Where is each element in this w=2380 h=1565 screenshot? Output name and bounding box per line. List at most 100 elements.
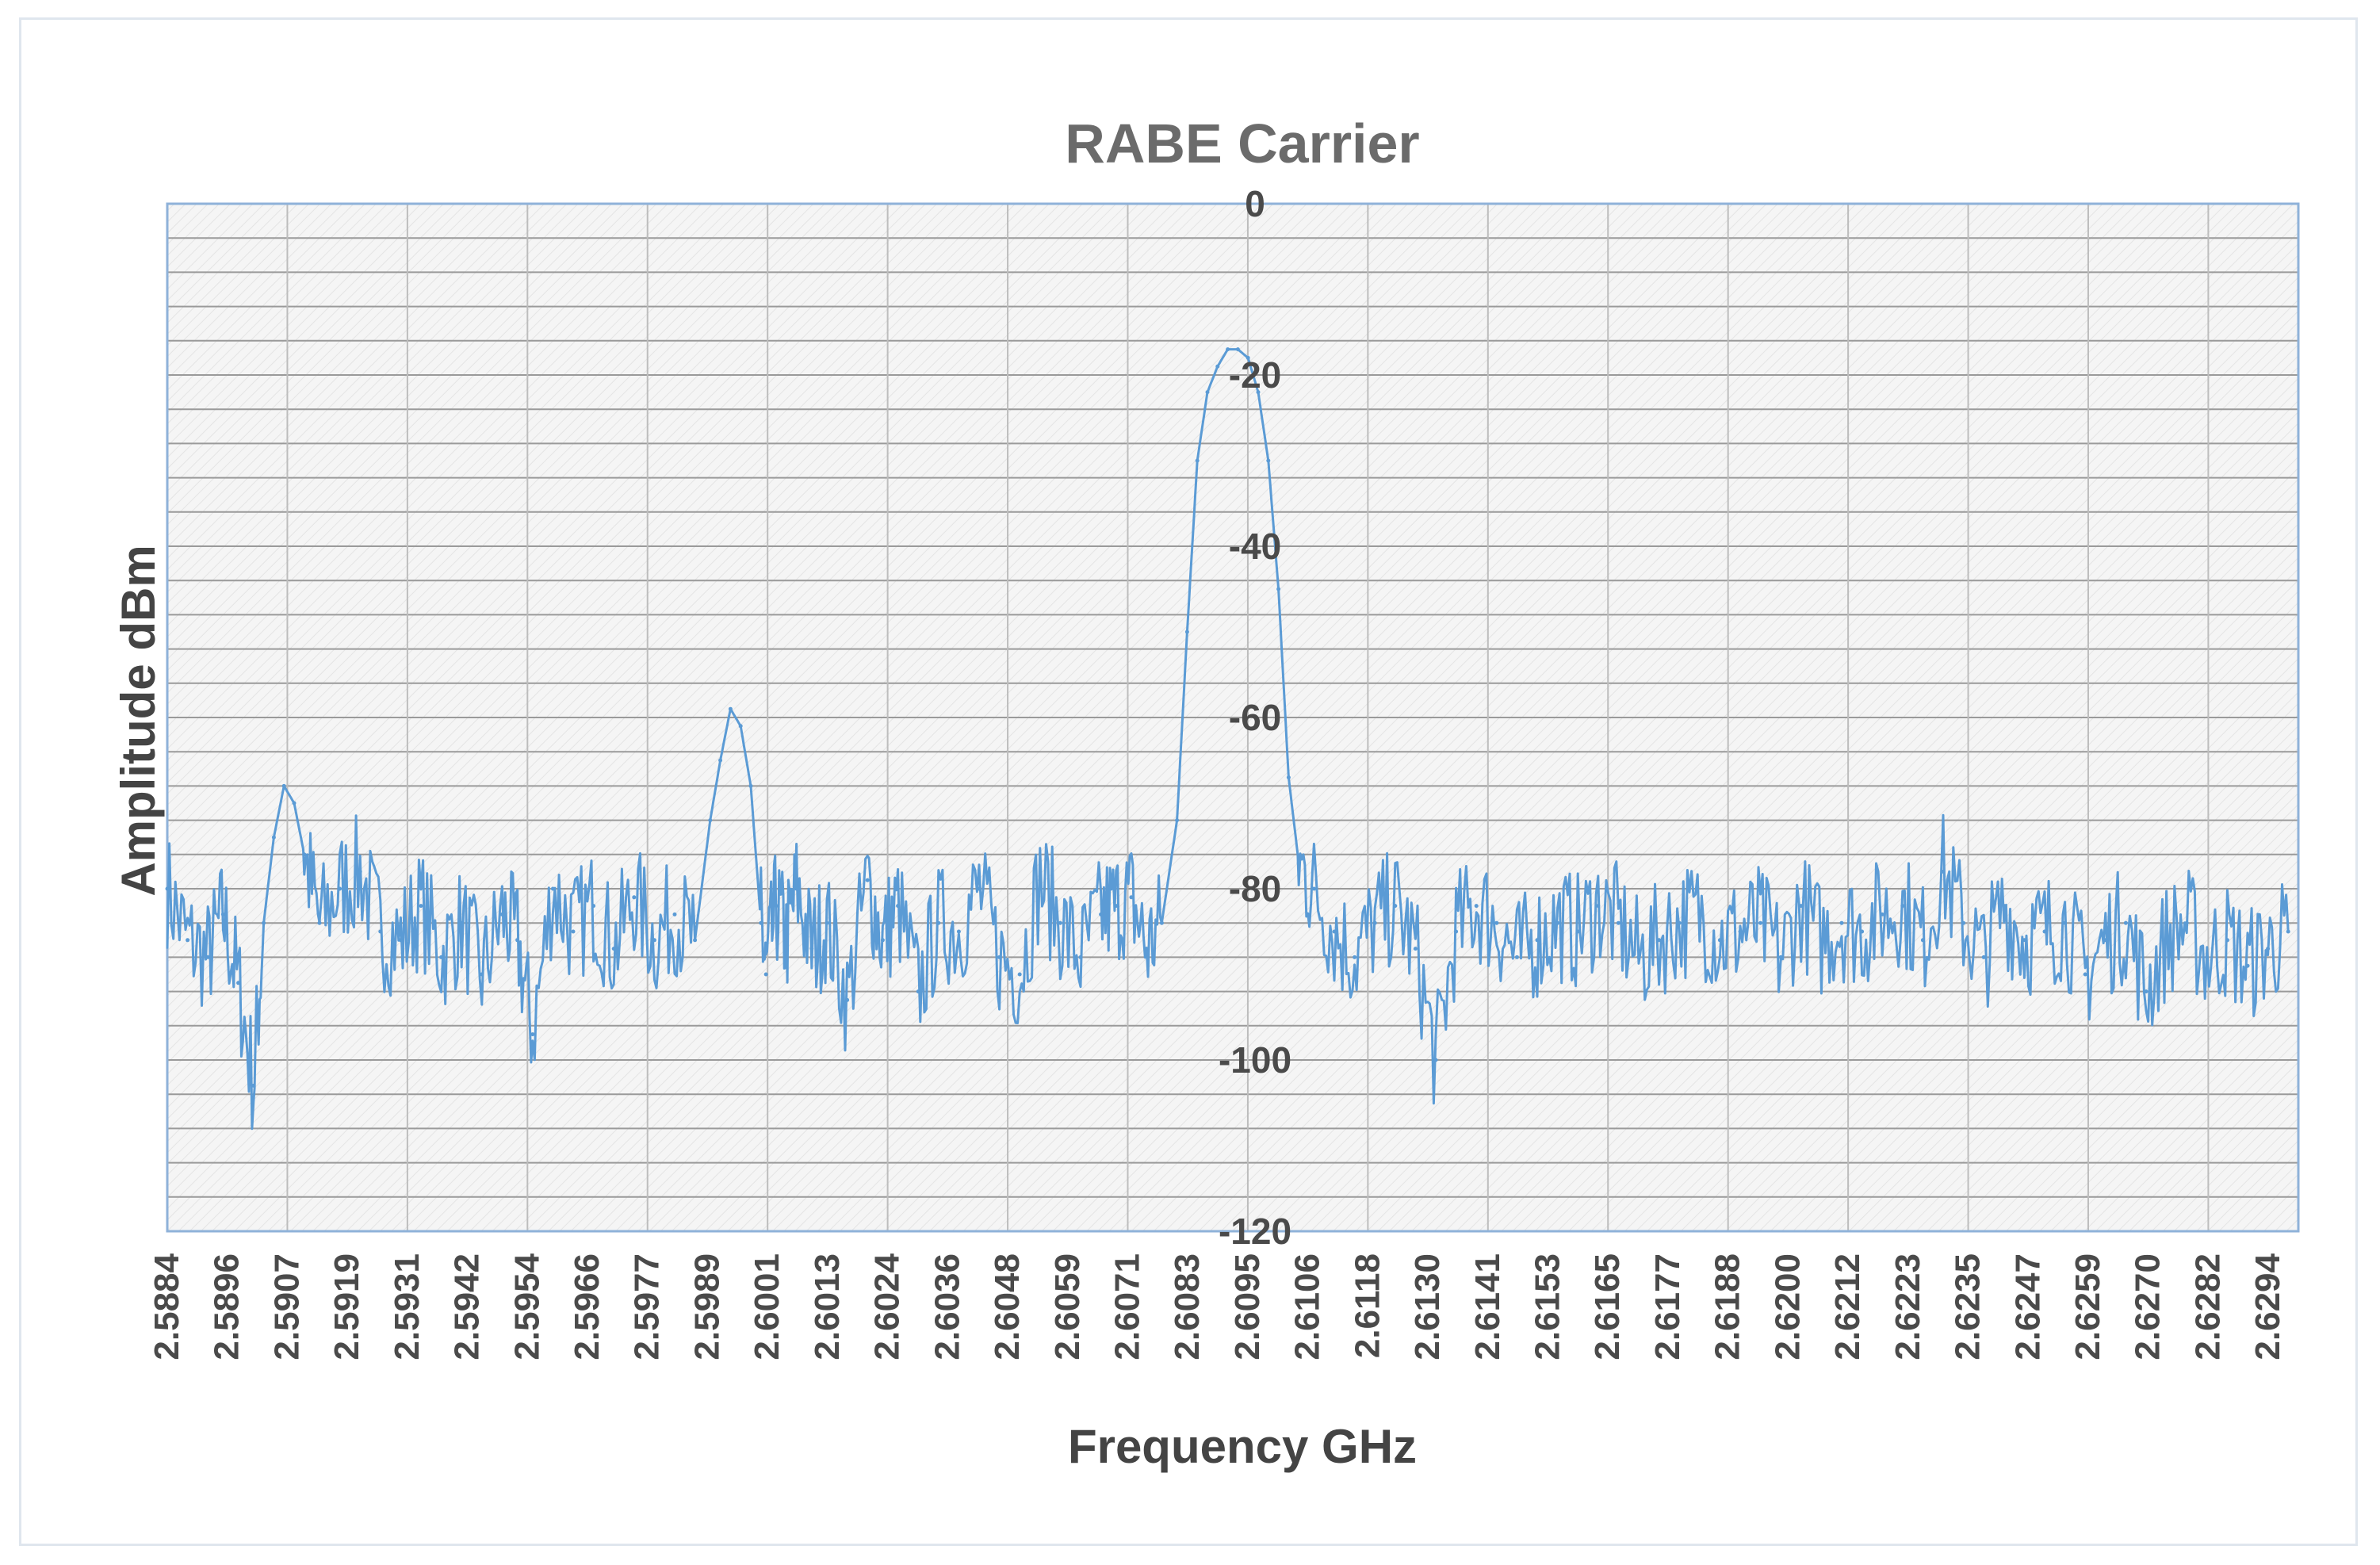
data-point [1900, 904, 1905, 909]
data-point [2123, 920, 2128, 925]
data-point [1332, 929, 1337, 934]
data-point [2266, 947, 2271, 951]
data-point [1058, 920, 1062, 925]
data-point [2103, 938, 2108, 943]
data-point [1311, 886, 1316, 891]
data-point [205, 955, 210, 959]
data-point [398, 938, 403, 943]
data-point [2083, 972, 2087, 977]
data-point [1276, 587, 1281, 591]
data-point [1920, 938, 1925, 943]
data-point [825, 920, 829, 925]
data-point [1981, 955, 1986, 959]
data-point [1353, 955, 1357, 959]
data-point [748, 783, 753, 788]
data-point [956, 929, 961, 934]
data-point [759, 920, 763, 925]
y-tick-label: -60 [1229, 697, 1281, 738]
data-point [809, 947, 814, 951]
data-point [1535, 938, 1540, 943]
x-tick-label: 2.6223 [1888, 1253, 1927, 1360]
data-point [1078, 955, 1083, 959]
data-point [1159, 920, 1164, 925]
data-point [251, 1083, 256, 1088]
y-tick-label: -40 [1229, 526, 1281, 567]
x-tick-label: 2.6247 [2008, 1253, 2047, 1360]
data-point [1266, 458, 1271, 463]
data-point [738, 724, 743, 729]
data-point [1961, 920, 1966, 925]
data-point [262, 920, 266, 925]
data-point [2205, 955, 2210, 959]
data-point [1215, 364, 1220, 369]
data-point [774, 904, 779, 909]
data-point [896, 904, 901, 909]
x-tick-label: 2.6071 [1108, 1253, 1146, 1360]
data-point [1393, 904, 1398, 909]
x-tick-label: 2.6118 [1348, 1253, 1387, 1358]
data-point [1616, 920, 1620, 925]
data-point [1657, 938, 1662, 943]
data-point [515, 938, 520, 943]
data-point [1017, 972, 1022, 977]
x-tick-label: 2.6282 [2188, 1253, 2227, 1360]
data-point [1205, 390, 1210, 395]
x-tick-label: 2.5989 [687, 1253, 726, 1360]
data-point [2245, 963, 2250, 968]
x-tick-label: 2.6024 [868, 1253, 907, 1360]
x-tick-label: 2.5907 [267, 1253, 306, 1360]
data-point [693, 938, 698, 943]
data-point [1129, 895, 1134, 900]
x-tick-label: 2.6130 [1408, 1253, 1447, 1360]
data-point [2144, 989, 2149, 994]
data-point [550, 886, 555, 891]
data-point [1880, 912, 1884, 916]
data-point [1144, 947, 1149, 951]
x-tick-label: 2.5977 [628, 1253, 667, 1360]
x-tick-label: 2.6294 [2248, 1253, 2287, 1360]
data-point [1860, 929, 1865, 934]
data-point [2225, 938, 2229, 943]
x-tick-label: 2.5931 [388, 1253, 427, 1360]
data-point [1184, 629, 1189, 634]
data-point [1494, 920, 1499, 925]
data-point [1474, 904, 1479, 909]
data-point [997, 955, 1002, 959]
data-point [1286, 775, 1291, 780]
x-tick-label: 2.6270 [2129, 1253, 2168, 1360]
data-point [2164, 938, 2169, 943]
chart-svg: RABE Carrier 0 -20 -40 -60 -80 -100 -120 2.588… [112, 113, 2300, 1473]
y-tick-label: -80 [1229, 868, 1281, 909]
data-point [292, 801, 297, 805]
data-point [499, 912, 504, 916]
data-point [281, 783, 286, 788]
x-tick-label: 2.6059 [1048, 1253, 1087, 1360]
y-tick-labels: 0 -20 -40 -60 -80 -100 -120 [1219, 183, 1291, 1252]
data-point [1738, 929, 1743, 934]
data-point [1235, 347, 1240, 352]
data-point [794, 886, 799, 891]
x-tick-label: 2.6165 [1588, 1253, 1627, 1360]
data-point [2184, 920, 2189, 925]
x-tick-label: 2.6095 [1228, 1253, 1267, 1360]
data-point [977, 886, 981, 891]
data-point [1245, 355, 1250, 360]
data-point [419, 904, 423, 909]
y-tick-label: 0 [1245, 183, 1265, 224]
data-point [271, 835, 276, 840]
data-point [1454, 929, 1459, 934]
data-point [1099, 912, 1104, 916]
data-point [1941, 869, 1946, 874]
data-point [1819, 938, 1823, 943]
x-tick-label: 2.6212 [1828, 1253, 1867, 1360]
x-tick-label: 2.5919 [327, 1253, 366, 1360]
data-point [763, 972, 768, 977]
data-point [728, 706, 733, 711]
data-point [1514, 955, 1519, 959]
x-axis-label: Frequency GHz [1068, 1420, 1417, 1473]
data-point [1596, 904, 1601, 909]
data-point [220, 912, 225, 916]
data-point [1677, 920, 1682, 925]
data-point [459, 920, 464, 925]
x-tick-label: 2.6083 [1168, 1253, 1207, 1360]
